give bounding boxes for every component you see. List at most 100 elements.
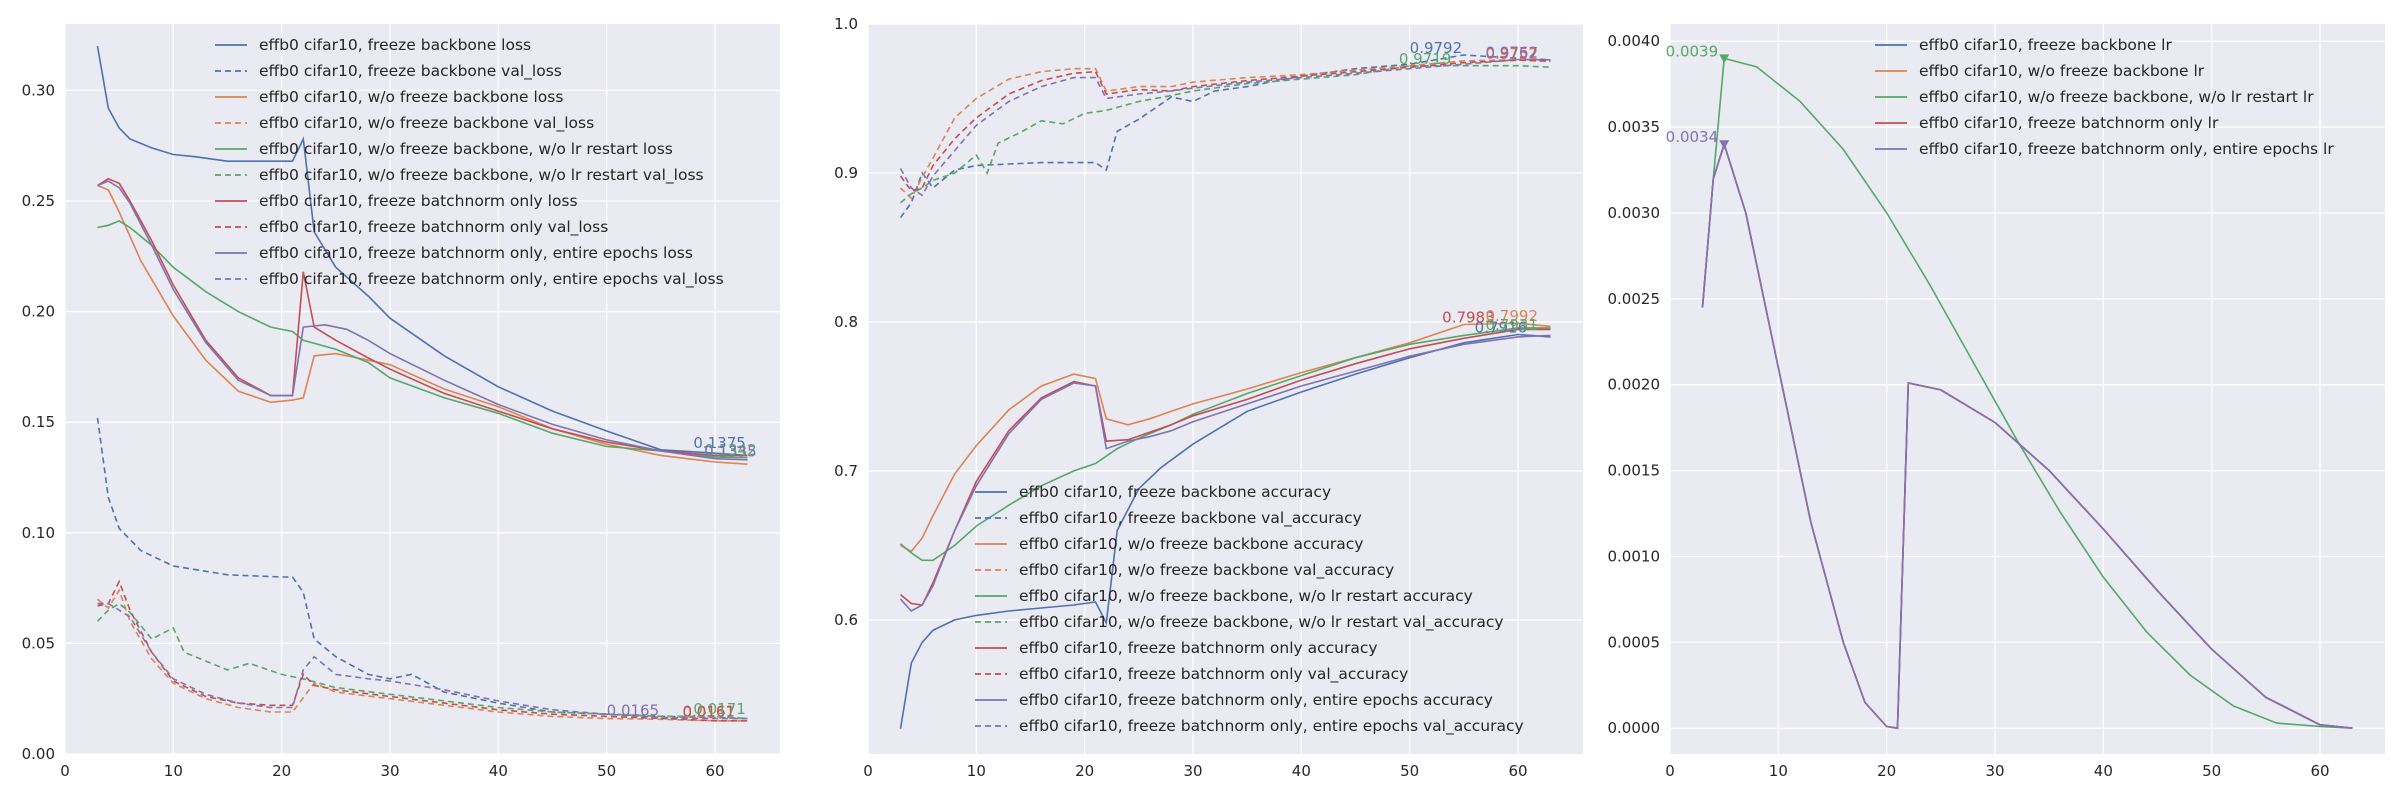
x-tick-label: 10: [1769, 762, 1788, 780]
annotation-label: 0.0157: [683, 703, 736, 721]
series-line-4: [96, 588, 748, 722]
annotation-label: 0.9792: [1410, 39, 1463, 57]
series-line-4: [899, 58, 1551, 200]
legend-label: effb0 cifar10, w/o freeze backbone accur…: [1019, 535, 1363, 553]
legend-label: effb0 cifar10, freeze batchnorm only, en…: [1019, 717, 1524, 736]
series-line-5: [1701, 141, 2353, 730]
x-tick-label: 20: [272, 762, 291, 780]
y-tick-label: 0.10: [22, 524, 55, 542]
x-tick-label: 30: [1985, 762, 2004, 780]
legend-label: effb0 cifar10, freeze batchnorm only, en…: [259, 270, 724, 289]
series-line-9: [97, 180, 748, 461]
series-line-6: [96, 602, 748, 720]
legend: effb0 cifar10, freeze backbone loss effb0…: [215, 36, 724, 289]
legend-label: effb0 cifar10, freeze batchnorm only, en…: [259, 244, 693, 262]
y-tick-label: 0.8: [834, 313, 858, 331]
y-tick-label: 0.15: [22, 413, 55, 431]
series-line-3: [1701, 57, 2353, 729]
series-line-9: [899, 334, 1551, 613]
y-tick-label: 0.0025: [1608, 290, 1661, 308]
annotation-label: 0.0039: [1666, 42, 1719, 60]
legend-label: effb0 cifar10, freeze batchnorm only, en…: [1919, 140, 2334, 158]
legend-label: effb0 cifar10, w/o freeze backbone, w/o …: [1019, 613, 1504, 632]
y-tick-label: 0.25: [22, 192, 55, 210]
y-tick-label: 1.0: [834, 15, 858, 33]
x-tick-label: 50: [597, 762, 616, 780]
y-tick-label: 0.05: [22, 634, 55, 652]
y-tick-label: 0.0035: [1608, 118, 1661, 136]
legend-label: effb0 cifar10, freeze backbone val_loss: [259, 62, 562, 81]
legend-label: effb0 cifar10, freeze batchnorm only acc…: [1019, 639, 1378, 657]
x-tick-label: 40: [489, 762, 508, 780]
legend-label: effb0 cifar10, w/o freeze backbone, w/o …: [259, 166, 704, 185]
x-tick-label: 50: [2202, 762, 2221, 780]
series-line-2: [96, 417, 748, 720]
y-tick-label: 0.30: [22, 81, 55, 99]
annotation-label: 0.7983: [1442, 308, 1495, 326]
legend: effb0 cifar10, freeze backbone lr effb0 c…: [1875, 36, 2334, 158]
x-tick-label: 30: [380, 762, 399, 780]
y-tick-label: 0.6: [834, 611, 858, 629]
x-tick-label: 50: [1400, 762, 1419, 780]
series-line-10: [97, 602, 748, 720]
legend: effb0 cifar10, freeze backbone accuracy e…: [975, 483, 1524, 736]
annotation-label: 0.0171: [693, 700, 746, 718]
series-group: [96, 45, 748, 722]
x-tick-label: 20: [1075, 762, 1094, 780]
legend-label: effb0 cifar10, w/o freeze backbone loss: [259, 88, 563, 106]
x-tick-label: 60: [2310, 762, 2329, 780]
annotation-label: 0.1335: [704, 443, 757, 461]
series-line-10: [899, 58, 1551, 197]
x-tick-label: 10: [164, 762, 183, 780]
annotation-label: 0.7992: [1486, 307, 1539, 325]
legend-label: effb0 cifar10, w/o freeze backbone lr: [1919, 62, 2205, 80]
annotation-label: 0.0165: [607, 702, 660, 720]
annotation-label: 0.9719: [1399, 50, 1452, 68]
x-tick-label: 60: [1508, 762, 1527, 780]
legend-label: effb0 cifar10, freeze batchnorm only, en…: [1019, 691, 1493, 709]
x-tick-label: 10: [967, 762, 986, 780]
y-tick-label: 0.00: [22, 745, 55, 763]
annotation-label: 0.7916: [1475, 318, 1528, 336]
y-tick-label: 0.0005: [1608, 633, 1661, 651]
series-line-2: [899, 54, 1551, 219]
x-tick-label: 40: [2094, 762, 2113, 780]
legend-label: effb0 cifar10, freeze batchnorm only los…: [259, 192, 578, 210]
annotation-label: 0.1342: [704, 441, 757, 459]
chart-panel-3: 0 10 20 30 40 50 60 0.0000 0.0005 0.0010 0.0015 0.0…: [1608, 24, 2385, 780]
legend-label: effb0 cifar10, w/o freeze backbone val_l…: [259, 114, 594, 133]
x-tick-label: 40: [1292, 762, 1311, 780]
series-line-6: [899, 64, 1551, 204]
legend-label: effb0 cifar10, w/o freeze backbone, w/o …: [1919, 88, 2314, 106]
y-tick-label: 0.0010: [1608, 547, 1661, 565]
x-tick-label: 0: [1665, 762, 1675, 780]
y-tick-label: 0.20: [22, 303, 55, 321]
y-tick-label: 0.9: [834, 164, 858, 182]
series-line-1: [96, 45, 748, 457]
x-tick-label: 0: [863, 762, 873, 780]
series-line-3: [97, 184, 748, 465]
y-tick-label: 0.0020: [1608, 376, 1661, 394]
series-line-8: [97, 579, 748, 722]
annotation-label: 0.9752: [1486, 45, 1539, 63]
chart-panel-2: 0 10 20 30 40 50 60 0.6 0.7 0.8 0.9 1.0 0.9792 0.9752…: [834, 15, 1583, 780]
annotation-label: 0.7931: [1486, 316, 1539, 334]
plot-background: [1670, 24, 2385, 754]
series-group: [1701, 57, 2353, 730]
series-line-5: [899, 327, 1551, 562]
annotation-marker: [1719, 54, 1730, 64]
legend-label: effb0 cifar10, freeze backbone val_accur…: [1019, 509, 1362, 528]
x-tick-label: 30: [1183, 762, 1202, 780]
legend-label: effb0 cifar10, freeze backbone loss: [259, 36, 531, 54]
annotation-label: 0.1375: [693, 434, 746, 452]
annotation-label: 0.9757: [1486, 44, 1539, 62]
series-group: [899, 54, 1551, 729]
annotation-label: 0.9762: [1486, 43, 1539, 61]
legend-label: effb0 cifar10, freeze backbone accuracy: [1019, 483, 1331, 501]
annotation-marker: [1719, 140, 1730, 150]
plot-background: [868, 24, 1583, 754]
y-tick-label: 0.0000: [1608, 719, 1661, 737]
chart-panel-1: 0 10 20 30 40 50 60 0.00 0.05 0.10 0.15 0.20 0.25 0.3…: [22, 24, 780, 780]
legend-label: effb0 cifar10, freeze batchnorm only val…: [259, 218, 608, 237]
